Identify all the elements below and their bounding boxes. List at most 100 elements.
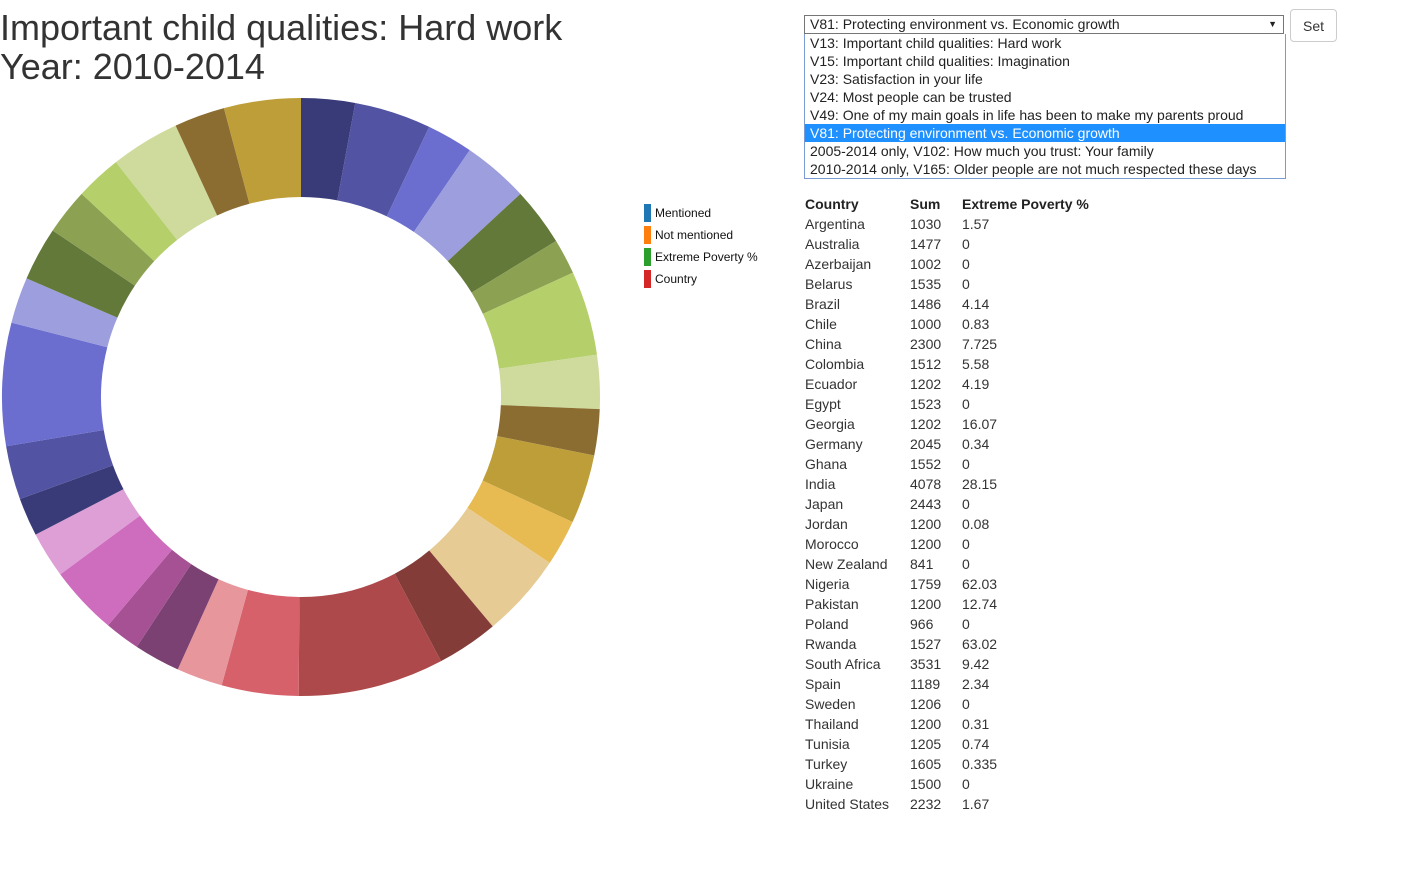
cell-sum: 1527: [910, 636, 942, 652]
cell-country: India: [805, 476, 836, 492]
legend-item: Country: [644, 268, 758, 290]
cell-extreme-poverty: 0.335: [962, 756, 998, 772]
donut-slice[interactable]: [301, 98, 356, 201]
donut-slice[interactable]: [298, 573, 442, 696]
cell-country: Ghana: [805, 456, 848, 472]
cell-country: Tunisia: [805, 736, 850, 752]
donut-slice[interactable]: [26, 230, 135, 318]
cell-sum: 1486: [910, 296, 942, 312]
cell-sum: 1512: [910, 356, 942, 372]
cell-sum: 1200: [910, 536, 942, 552]
cell-extreme-poverty: 0: [962, 776, 970, 792]
dropdown-option[interactable]: V24: Most people can be trusted: [810, 89, 1012, 105]
donut-slice[interactable]: [471, 241, 573, 314]
cell-extreme-poverty: 9.42: [962, 656, 990, 672]
donut-slice[interactable]: [221, 589, 300, 696]
cell-sum: 1189: [910, 676, 941, 692]
legend-label: Extreme Poverty %: [655, 250, 758, 264]
cell-country: Sweden: [805, 696, 856, 712]
table-row: Jordan 1200 0.08: [805, 514, 1089, 534]
cell-country: Egypt: [805, 396, 841, 412]
donut-slice[interactable]: [11, 278, 118, 348]
table-row: Australia 1477 0: [805, 234, 1089, 254]
cell-country: Azerbaijan: [805, 256, 872, 272]
donut-slice[interactable]: [429, 507, 550, 627]
cell-country: Japan: [805, 496, 844, 512]
donut-slice[interactable]: [136, 564, 219, 670]
cell-country: Turkey: [805, 756, 848, 772]
dropdown-option[interactable]: V81: Protecting environment vs. Economic…: [805, 124, 1285, 142]
cell-country: China: [805, 336, 842, 352]
variable-dropdown-list: V13: Important child qualities: Hard wor…: [804, 34, 1286, 179]
donut-slice[interactable]: [81, 162, 178, 262]
table-row: Tunisia 1205 0.74: [805, 734, 1089, 754]
cell-extreme-poverty: 0: [962, 456, 970, 472]
donut-slice[interactable]: [6, 429, 113, 499]
donut-slice[interactable]: [223, 98, 301, 204]
donut-slice[interactable]: [175, 108, 250, 216]
donut-slice[interactable]: [177, 579, 248, 686]
donut-slice[interactable]: [482, 436, 595, 523]
dropdown-option[interactable]: V23: Satisfaction in your life: [810, 71, 983, 87]
table-row: Japan 2443 0: [805, 494, 1089, 514]
cell-extreme-poverty: 62.03: [962, 576, 998, 592]
chevron-down-icon[interactable]: ▼: [1268, 19, 1277, 29]
donut-slice[interactable]: [447, 193, 557, 293]
table-row: Morocco 1200 0: [805, 534, 1089, 554]
legend-swatch: [644, 204, 651, 222]
cell-sum: 2045: [910, 436, 942, 452]
set-button[interactable]: Set: [1290, 9, 1337, 42]
legend-swatch: [644, 226, 651, 244]
cell-extreme-poverty: 0: [962, 276, 970, 292]
title-line-1: Important child qualities: Hard work: [0, 7, 563, 48]
cell-country: Ecuador: [805, 376, 858, 392]
donut-slice[interactable]: [52, 193, 155, 286]
dropdown-option[interactable]: 2010-2014 only, V165: Older people are n…: [810, 161, 1257, 177]
dropdown-option[interactable]: V49: One of my main goals in life has be…: [810, 107, 1244, 123]
donut-slice[interactable]: [60, 515, 172, 626]
chart-title: Important child qualities: Hard work Yea…: [0, 8, 562, 86]
cell-sum: 1202: [910, 376, 942, 392]
cell-extreme-poverty: 16.07: [962, 416, 998, 432]
cell-sum: 1206: [910, 696, 942, 712]
table-row: United States 2232 1.67: [805, 794, 1089, 814]
dropdown-option[interactable]: V15: Important child qualities: Imaginat…: [810, 53, 1070, 69]
table-row: Rwanda 1527 63.02: [805, 634, 1089, 654]
donut-slice[interactable]: [467, 480, 573, 563]
cell-sum: 1030: [910, 216, 942, 232]
cell-extreme-poverty: 63.02: [962, 636, 998, 652]
table-row: South Africa 3531 9.42: [805, 654, 1089, 674]
donut-slice[interactable]: [482, 272, 597, 369]
cell-sum: 1605: [910, 756, 942, 772]
cell-sum: 1000: [910, 316, 942, 332]
variable-select[interactable]: V81: Protecting environment vs. Economic…: [804, 15, 1284, 34]
variable-select-value: V81: Protecting environment vs. Economic…: [810, 16, 1120, 32]
donut-slice[interactable]: [115, 125, 218, 240]
cell-extreme-poverty: 0: [962, 556, 970, 572]
donut-slice[interactable]: [108, 549, 192, 647]
cell-country: Ukraine: [805, 776, 854, 792]
cell-sum: 1200: [910, 596, 942, 612]
donut-slice[interactable]: [498, 354, 601, 410]
donut-slice[interactable]: [337, 102, 430, 217]
legend-swatch: [644, 270, 651, 288]
donut-slice[interactable]: [2, 322, 108, 447]
cell-country: South Africa: [805, 656, 881, 672]
donut-slice[interactable]: [394, 550, 493, 662]
cell-country: Argentina: [805, 216, 865, 232]
dropdown-option[interactable]: 2005-2014 only, V102: How much you trust…: [810, 143, 1154, 159]
dropdown-option[interactable]: V13: Important child qualities: Hard wor…: [810, 35, 1062, 51]
cell-extreme-poverty: 4.14: [962, 296, 990, 312]
legend-label: Country: [655, 272, 698, 286]
cell-extreme-poverty: 0.74: [962, 736, 990, 752]
donut-slice[interactable]: [497, 405, 600, 456]
donut-slice[interactable]: [386, 126, 470, 232]
cell-country: Rwanda: [805, 636, 857, 652]
cell-extreme-poverty: 1.67: [962, 796, 990, 812]
donut-slice[interactable]: [19, 465, 124, 535]
cell-country: Germany: [805, 436, 863, 452]
table-row: Egypt 1523 0: [805, 394, 1089, 414]
donut-slice[interactable]: [413, 150, 521, 262]
donut-slice[interactable]: [35, 489, 140, 575]
cell-country: Morocco: [805, 536, 859, 552]
